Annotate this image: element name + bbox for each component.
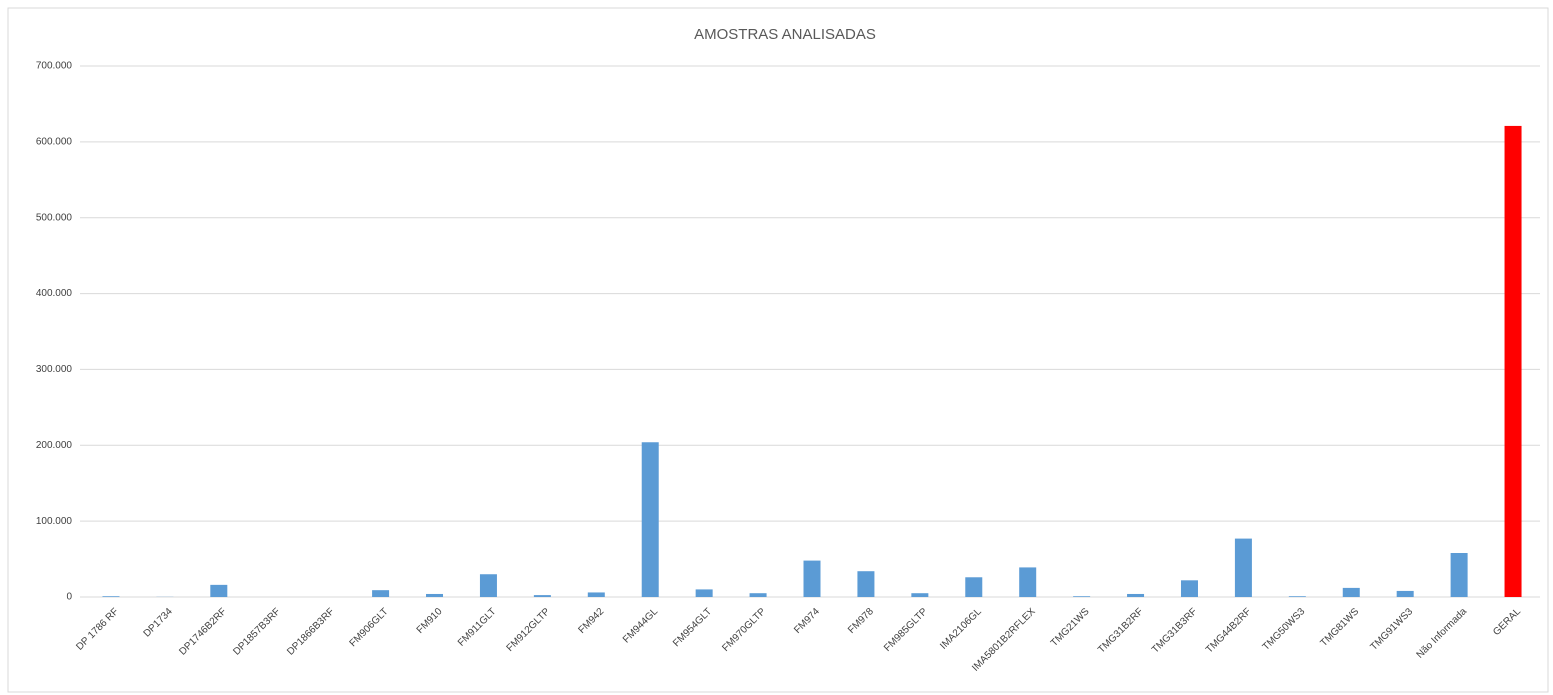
bar	[1288, 596, 1306, 597]
bar	[1180, 580, 1198, 597]
bar	[1019, 567, 1037, 597]
bar	[857, 571, 875, 597]
bar	[695, 589, 713, 597]
bar	[1342, 587, 1360, 597]
bar	[749, 593, 767, 597]
bar	[1234, 538, 1252, 597]
y-tick-label: 400.000	[36, 288, 73, 299]
bar	[479, 574, 497, 597]
bar	[587, 592, 605, 597]
bar	[1450, 553, 1468, 597]
bar	[102, 596, 120, 597]
bar	[803, 560, 821, 597]
bar	[1504, 125, 1522, 598]
bar	[1127, 593, 1145, 597]
bar	[911, 593, 929, 597]
y-tick-label: 600.000	[36, 136, 73, 147]
y-tick-label: 100.000	[36, 516, 73, 527]
bar	[372, 590, 390, 597]
bar	[1396, 590, 1414, 597]
chart-title: AMOSTRAS ANALISADAS	[694, 26, 876, 43]
bar	[1073, 596, 1091, 597]
y-tick-label: 0	[66, 592, 72, 603]
y-tick-label: 300.000	[36, 364, 73, 375]
bar	[533, 595, 551, 597]
bar	[426, 593, 444, 597]
y-tick-label: 200.000	[36, 440, 73, 451]
y-tick-label: 700.000	[36, 61, 73, 72]
y-tick-label: 500.000	[36, 212, 73, 223]
chart-frame	[7, 7, 1549, 693]
bar	[641, 442, 659, 597]
bar	[965, 577, 983, 597]
bar	[210, 584, 228, 597]
